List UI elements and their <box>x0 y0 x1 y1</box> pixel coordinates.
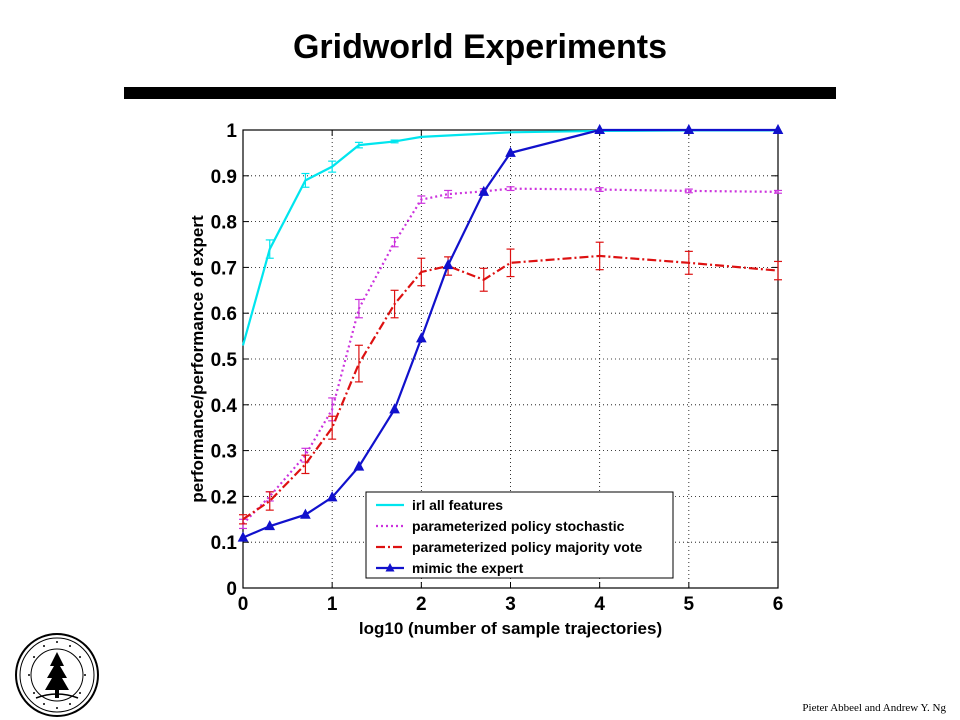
data-point <box>237 531 249 542</box>
data-point <box>358 144 360 146</box>
y-axis-label: performance/performance of expert <box>188 215 207 503</box>
legend-label: irl all features <box>412 497 503 513</box>
data-point <box>358 308 360 310</box>
data-point <box>358 363 360 365</box>
data-point <box>269 500 271 502</box>
data-point <box>326 491 338 502</box>
data-point <box>483 279 485 281</box>
y-tick-label: 0.7 <box>211 258 237 279</box>
title-underline-bar <box>124 87 836 99</box>
chart-legend: irl all features parameterized policy sto… <box>365 491 674 579</box>
x-tick-label: 2 <box>416 594 427 615</box>
x-tick-label: 0 <box>238 594 249 615</box>
data-point <box>420 271 422 273</box>
legend-box <box>365 491 674 579</box>
data-point <box>331 427 333 429</box>
chart-axes: 0 1 2 3 4 5 6 0 0.1 0.2 0.3 0.4 0.5 0.6 0.7 0.8 0.9 1 log1… <box>188 121 783 638</box>
data-point <box>688 262 690 264</box>
data-point <box>510 188 511 190</box>
legend-marker <box>385 563 395 572</box>
data-point <box>304 179 306 181</box>
x-tick-label: 4 <box>594 594 605 615</box>
university-seal-icon <box>15 633 99 717</box>
data-point <box>242 344 244 346</box>
y-tick-label: 0.4 <box>211 396 238 417</box>
x-axis-label: log10 (number of sample trajectories) <box>359 619 662 638</box>
y-tick-label: 1 <box>226 121 237 142</box>
data-point <box>599 189 601 191</box>
data-point <box>394 140 396 142</box>
data-point <box>389 403 400 414</box>
author-credit: Pieter Abbeel and Andrew Y. Ng <box>802 702 946 714</box>
data-point <box>394 303 396 305</box>
data-point <box>269 248 271 250</box>
data-point <box>420 136 422 138</box>
data-point <box>599 255 601 257</box>
legend-label: parameterized policy majority vote <box>412 539 643 555</box>
y-tick-label: 0.8 <box>211 213 237 234</box>
y-tick-label: 0.3 <box>211 442 237 463</box>
data-point <box>683 123 695 134</box>
data-point <box>777 191 779 193</box>
data-point <box>777 270 779 272</box>
y-tick-label: 0.5 <box>211 350 238 371</box>
data-point <box>300 508 311 519</box>
data-point <box>688 190 690 192</box>
legend-label: mimic the expert <box>412 560 524 576</box>
legend-label: parameterized policy stochastic <box>412 518 625 534</box>
data-point <box>331 166 333 168</box>
x-tick-label: 1 <box>327 594 338 615</box>
data-point <box>353 460 365 471</box>
data-point <box>594 123 605 134</box>
y-tick-label: 0.6 <box>211 304 237 325</box>
plot-frame <box>242 129 779 589</box>
data-point <box>304 463 306 465</box>
y-tick-label: 0.1 <box>211 533 238 554</box>
data-point <box>420 199 422 201</box>
y-tick-label: 0.9 <box>211 167 237 188</box>
data-point <box>331 408 333 410</box>
y-tick-label: 0.2 <box>211 487 237 508</box>
data-point <box>510 131 511 133</box>
series-2 <box>239 241 782 525</box>
data-point <box>442 259 454 270</box>
data-point <box>447 193 449 195</box>
y-tick-label: 0 <box>226 579 237 600</box>
data-point <box>264 520 276 531</box>
data-point <box>772 123 784 134</box>
series-3 <box>237 123 784 542</box>
slide-title: Gridworld Experiments <box>292 28 668 66</box>
x-tick-label: 6 <box>773 594 784 615</box>
chart-series <box>237 123 784 542</box>
data-point <box>416 332 427 343</box>
data-point <box>394 241 396 243</box>
x-tick-label: 5 <box>684 594 695 615</box>
x-tick-label: 3 <box>505 594 516 615</box>
data-point <box>242 518 244 520</box>
data-point <box>505 146 516 157</box>
data-point <box>478 185 490 196</box>
data-point <box>510 262 511 264</box>
performance-chart: 0 1 2 3 4 5 6 0 0.1 0.2 0.3 0.4 0.5 0.6 0.7 0.8 0.9 1 log1… <box>188 121 784 638</box>
